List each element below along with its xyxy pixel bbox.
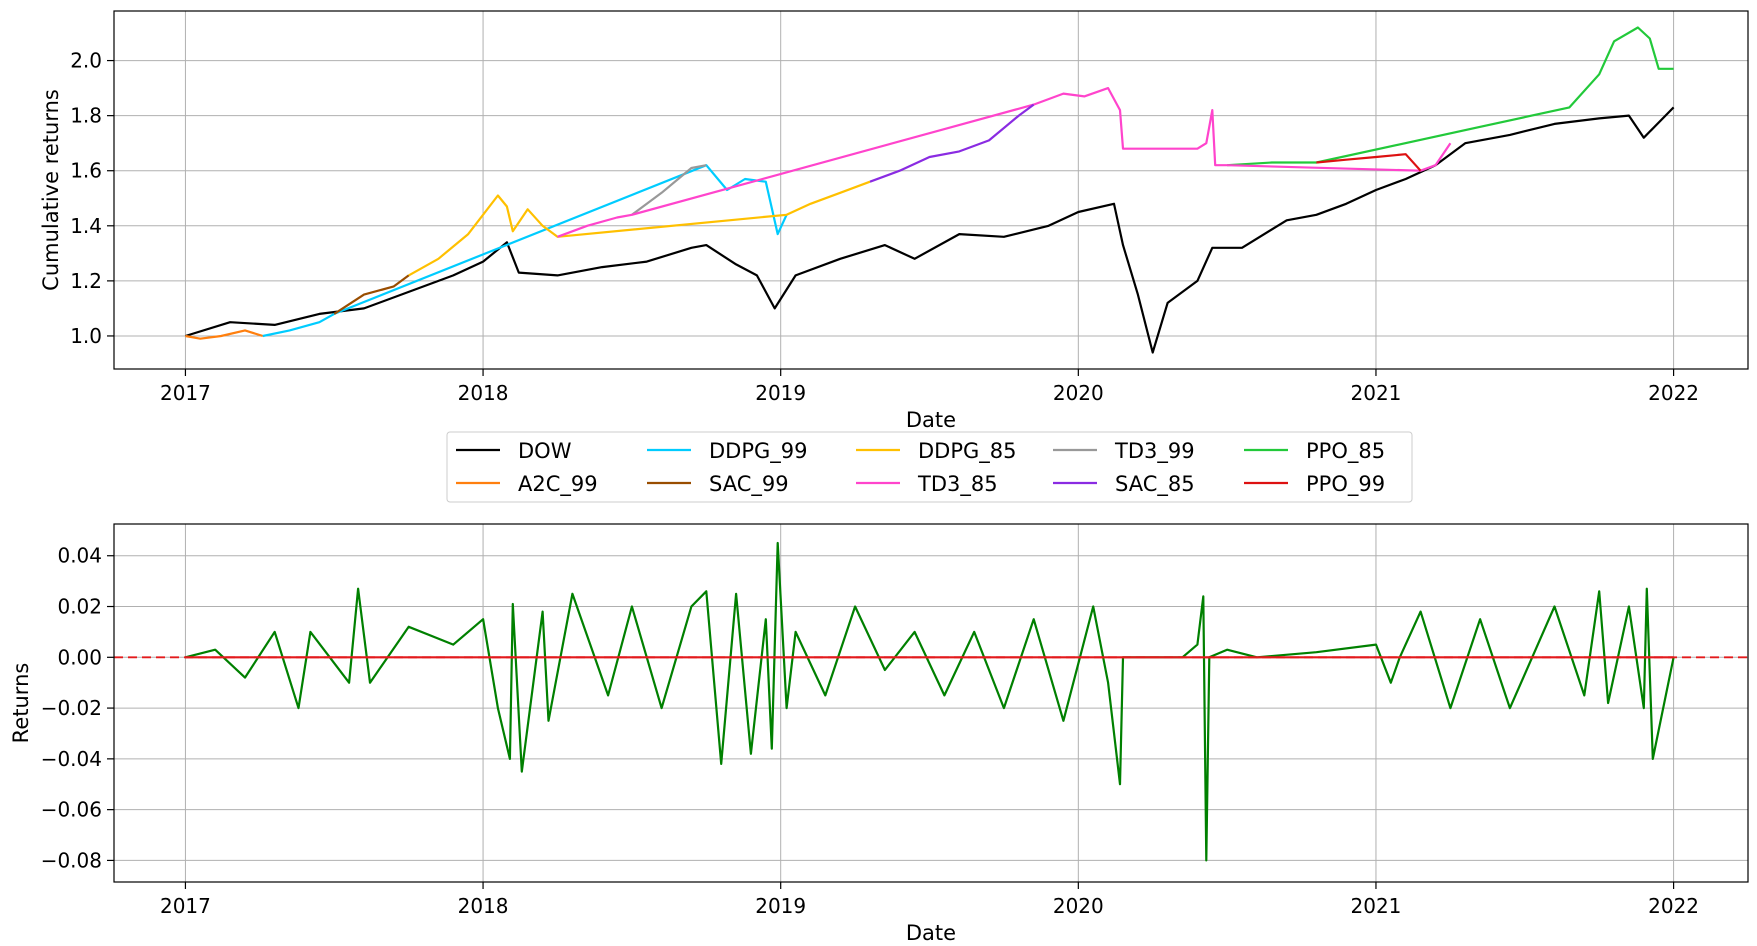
legend: DOW A2C_99 DDPG_99 SAC_99 DDPG_85 TD3_85 TD3_9… — [446, 431, 1413, 503]
y-tick-label: 1.0 — [70, 324, 102, 348]
returns-chart: 2017 2018 2019 2020 2021 2022 0.04 0.02 0.00 −0.0… — [9, 523, 1749, 945]
x-tick-label: 2020 — [1053, 381, 1104, 405]
legend-label: TD3_99 — [1114, 439, 1195, 464]
y-tick-label: −0.06 — [41, 798, 102, 822]
legend-label: A2C_99 — [518, 472, 598, 497]
x-tick-label: 2021 — [1351, 894, 1402, 918]
x-tick-label: 2017 — [160, 381, 211, 405]
x-tick-label: 2022 — [1648, 894, 1699, 918]
td3-99-line — [631, 164, 707, 216]
legend-label: SAC_85 — [1115, 472, 1195, 497]
y-tick-label: 2.0 — [70, 49, 102, 73]
legend-entry-a2c-99: A2C_99 — [456, 472, 598, 497]
y-tick-label: 1.6 — [70, 159, 102, 183]
legend-entry-ddpg-99: DDPG_99 — [647, 439, 808, 464]
legend-entry-sac-99: SAC_99 — [647, 472, 789, 497]
y-tick-label: 0.00 — [57, 645, 102, 669]
x-tick-label: 2018 — [458, 894, 509, 918]
ddpg-85-line — [408, 180, 871, 277]
legend-entry-sac-85: SAC_85 — [1053, 472, 1195, 497]
sac-85-line — [869, 103, 1035, 183]
y-tick-label: 0.04 — [57, 544, 102, 568]
sac-99-line — [333, 274, 410, 315]
legend-entry-td3-85: TD3_85 — [856, 472, 998, 497]
x-tick-label: 2022 — [1648, 381, 1699, 405]
y-tick-label: −0.08 — [41, 848, 102, 872]
x-tick-label: 2021 — [1351, 381, 1402, 405]
x-axis-title: Date — [906, 408, 956, 432]
legend-entry-dow: DOW — [456, 439, 572, 463]
y-tick-label: 1.8 — [70, 104, 102, 128]
x-tick-label: 2017 — [160, 894, 211, 918]
legend-label: TD3_85 — [917, 472, 998, 497]
legend-label: PPO_99 — [1306, 472, 1385, 497]
y-tick-label: 0.02 — [57, 595, 102, 619]
y-tick-label: −0.04 — [41, 747, 102, 771]
ddpg-99-line — [262, 164, 788, 338]
x-tick-label: 2020 — [1053, 894, 1104, 918]
cumulative-returns-chart: 2017 2018 2019 2020 2021 2022 1.0 1.2 1.4 1.6 1.8 2… — [39, 10, 1749, 432]
plot-frame — [113, 10, 1749, 370]
legend-entry-td3-99: TD3_99 — [1053, 439, 1195, 464]
legend-entry-ppo-85: PPO_85 — [1244, 439, 1385, 464]
a2c-99-line — [185, 329, 264, 340]
legend-label: SAC_99 — [709, 472, 789, 497]
legend-entry-ddpg-85: DDPG_85 — [856, 439, 1017, 464]
x-tick-label: 2019 — [755, 894, 806, 918]
legend-label: PPO_85 — [1306, 439, 1385, 464]
series-0-line — [185, 541, 1675, 862]
x-tick-label: 2019 — [755, 381, 806, 405]
y-axis-title: Cumulative returns — [39, 89, 63, 291]
legend-label: DOW — [518, 439, 572, 463]
legend-label: DDPG_85 — [918, 439, 1017, 464]
ppo-85-line — [1227, 26, 1674, 167]
y-tick-label: 1.2 — [70, 269, 102, 293]
x-tick-label: 2018 — [458, 381, 509, 405]
y-tick-label: −0.02 — [41, 696, 102, 720]
legend-label: DDPG_99 — [709, 439, 808, 464]
y-tick-label: 1.4 — [70, 214, 102, 238]
x-axis-title: Date — [906, 921, 956, 945]
legend-entry-ppo-99: PPO_99 — [1244, 472, 1385, 497]
ppo-99-line — [1316, 153, 1422, 172]
td3-85-line — [557, 86, 1452, 238]
plot-frame — [113, 523, 1749, 883]
y-axis-title: Returns — [9, 663, 33, 744]
